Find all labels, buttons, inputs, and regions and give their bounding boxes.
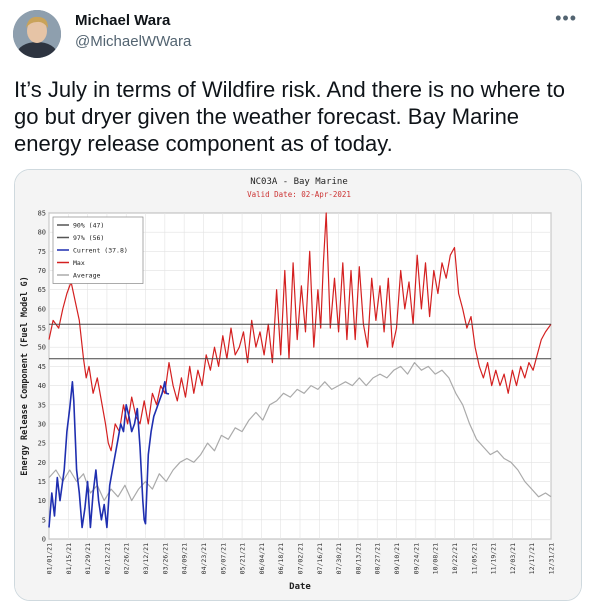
y-tick-label: 35 [38,401,46,409]
avatar-image [13,10,61,58]
x-tick-label: 09/10/21 [393,543,401,574]
avatar[interactable] [13,10,61,58]
x-tick-label: 07/30/21 [335,543,343,574]
x-tick-label: 02/12/21 [103,543,111,574]
legend-label: Current (37.8) [73,247,128,255]
y-tick-label: 80 [38,229,46,237]
erc-chart: NC03A - Bay Marine Valid Date: 02-Apr-20… [15,170,581,600]
y-tick-label: 30 [38,420,46,428]
tweet-text: It’s July in terms of Wildfire risk. And… [14,77,566,156]
x-tick-label: 06/04/21 [258,543,266,574]
legend-label: 97% (56) [73,234,104,242]
x-tick-label: 01/01/21 [46,543,54,574]
x-tick-label: 03/26/21 [161,543,169,574]
x-tick-label: 04/23/21 [200,543,208,574]
author-name[interactable]: Michael Wara [75,12,171,29]
percentile-lines [49,323,551,360]
y-tick-label: 25 [38,440,46,448]
series-lines [48,212,552,529]
y-axis-ticks: 0 5 10 15 20 25 30 35 40 45 50 55 60 65 70 75 80 85 [38,210,46,544]
y-tick-label: 50 [38,344,46,352]
x-tick-label: 03/12/21 [142,543,150,574]
y-tick-label: 55 [38,325,46,333]
legend-label: Max [73,259,85,267]
x-tick-label: 11/19/21 [490,543,498,574]
y-tick-label: 10 [38,497,46,505]
x-tick-label: 01/15/21 [65,543,73,574]
x-tick-label: 07/16/21 [316,543,324,574]
x-tick-label: 08/13/21 [354,543,362,574]
y-tick-label: 20 [38,459,46,467]
x-axis-ticks: 01/01/21 01/15/21 01/29/21 02/12/21 02/26/21… [46,543,556,574]
y-tick-label: 75 [38,248,46,256]
y-tick-label: 0 [42,536,46,544]
y-tick-label: 70 [38,267,46,275]
chart-title: NC03A - Bay Marine [250,177,348,187]
series-line-current-37-8 [48,381,170,529]
legend-label: 90% (47) [73,222,104,230]
series-line-average [48,362,552,502]
y-tick-label: 65 [38,286,46,294]
x-tick-label: 11/05/21 [470,543,478,574]
x-tick-label: 12/31/21 [548,543,556,574]
legend-label: Average [73,272,100,280]
legend: 90% (47) 97% (56) Current (37.8) Max Average [52,216,144,284]
more-horizontal-icon[interactable]: ••• [555,8,577,28]
y-axis-label: Energy Release Component (Fuel Model G) [20,276,30,476]
tweet-media[interactable]: NC03A - Bay Marine Valid Date: 02-Apr-20… [14,169,582,601]
x-tick-label: 08/27/21 [374,543,382,574]
x-tick-label: 12/17/21 [528,543,536,574]
y-tick-label: 15 [38,478,46,486]
x-tick-label: 04/09/21 [181,543,189,574]
x-tick-label: 01/29/21 [84,543,92,574]
x-tick-label: 02/26/21 [123,543,131,574]
series-line-max [48,212,552,452]
x-tick-label: 09/24/21 [412,543,420,574]
x-tick-label: 10/08/21 [432,543,440,574]
x-tick-label: 12/03/21 [509,543,517,574]
x-axis-label: Date [289,582,311,592]
x-tick-label: 06/18/21 [277,543,285,574]
x-tick-label: 10/22/21 [451,543,459,574]
x-tick-label: 07/02/21 [297,543,305,574]
y-tick-label: 40 [38,382,46,390]
y-tick-label: 5 [42,516,46,524]
x-tick-label: 05/21/21 [239,543,247,574]
y-tick-label: 60 [38,305,46,313]
x-tick-label: 05/07/21 [219,543,227,574]
y-tick-label: 45 [38,363,46,371]
y-tick-label: 85 [38,210,46,218]
chart-subtitle: Valid Date: 02-Apr-2021 [247,190,351,199]
author-handle[interactable]: @MichaelWWara [75,33,192,50]
